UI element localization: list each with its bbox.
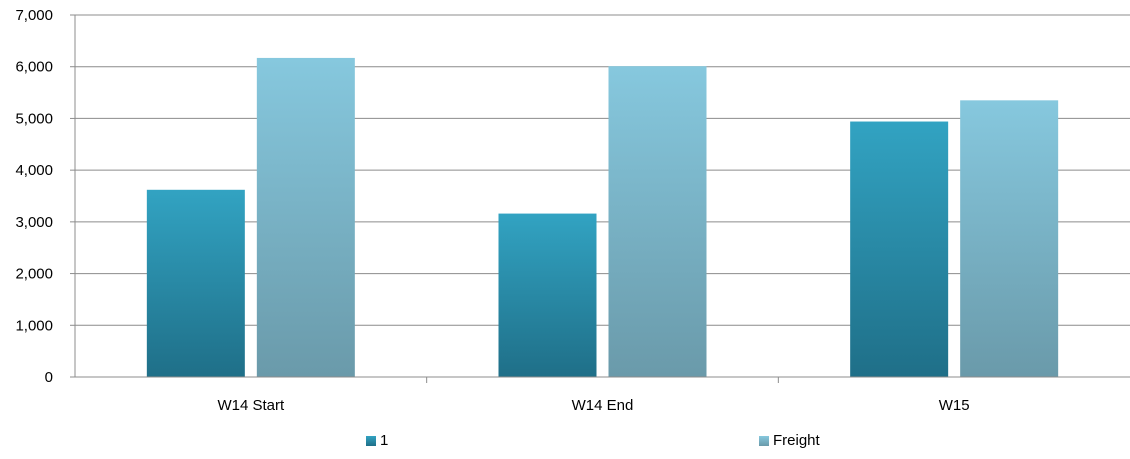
bar-series-1-w15	[850, 121, 949, 377]
bars	[146, 57, 1059, 378]
bar-freight-w14-start	[256, 57, 355, 378]
bar-series-1-w14-end	[498, 213, 597, 377]
y-tick-label: 5,000	[15, 110, 53, 127]
gridlines	[75, 14, 1130, 326]
y-tick-label: 7,000	[15, 7, 53, 24]
x-tick-label: W15	[939, 397, 970, 414]
x-tick-label: W14 Start	[217, 397, 285, 414]
legend-label-freight: Freight	[773, 432, 820, 449]
bar-freight-w14-end	[608, 66, 707, 377]
legend-swatch-freight	[759, 435, 769, 446]
y-tick-label: 6,000	[15, 59, 53, 76]
legend: 1 Freight	[0, 432, 1130, 454]
y-tick-label: 1,000	[15, 317, 53, 334]
y-tick-label: 3,000	[15, 214, 53, 231]
legend-item-freight: Freight	[759, 432, 820, 449]
legend-swatch-series-1	[366, 435, 376, 446]
legend-label-series-1: 1	[380, 432, 389, 449]
axes	[70, 14, 1130, 383]
bar-freight-w15	[960, 100, 1059, 377]
legend-item-series-1: 1	[366, 432, 388, 449]
tick-labels: 0 1,000 2,000 3,000 4,000 5,000 6,000 7,000 W14 …	[15, 7, 969, 414]
x-tick-label: W14 End	[572, 397, 634, 414]
y-tick-label: 4,000	[15, 162, 53, 179]
y-tick-label: 0	[45, 369, 53, 386]
y-tick-label: 2,000	[15, 266, 53, 283]
bar-series-1-w14-start	[146, 189, 245, 377]
